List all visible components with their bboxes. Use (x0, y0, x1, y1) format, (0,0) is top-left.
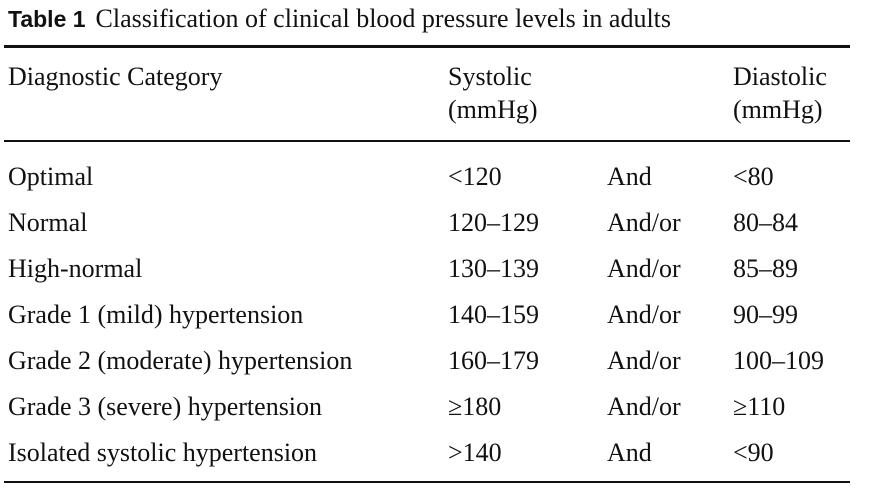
table-caption: Table 1 Classification of clinical blood … (8, 2, 671, 36)
row-connector: And/or (607, 254, 681, 283)
row-systolic: ≥180 (448, 392, 502, 421)
header-systolic-line2: (mmHg) (448, 95, 538, 124)
header-systolic-line1: Systolic (448, 62, 532, 91)
row-connector: And (607, 438, 652, 467)
header-diastolic-line2: (mmHg) (733, 95, 823, 124)
table-caption-label: Table 1 (8, 6, 86, 32)
row-diastolic: <80 (733, 162, 774, 191)
row-systolic: 120–129 (448, 208, 539, 237)
header-rule (4, 140, 850, 142)
row-connector: And/or (607, 300, 681, 329)
row-systolic: 160–179 (448, 346, 539, 375)
row-category: Optimal (8, 162, 94, 191)
row-systolic: 140–159 (448, 300, 539, 329)
row-connector: And/or (607, 346, 681, 375)
header-diastolic-line1: Diastolic (733, 62, 827, 91)
row-connector: And/or (607, 392, 681, 421)
row-diastolic: 100–109 (733, 346, 824, 375)
row-category: Normal (8, 208, 88, 237)
row-connector: And/or (607, 208, 681, 237)
row-category: Grade 3 (severe) hypertension (8, 392, 323, 421)
row-connector: And (607, 162, 652, 191)
row-category: Isolated systolic hypertension (8, 438, 318, 467)
header-category: Diagnostic Category (8, 62, 223, 91)
row-systolic: 130–139 (448, 254, 539, 283)
row-diastolic: 80–84 (733, 208, 798, 237)
row-diastolic: ≥110 (733, 392, 786, 421)
row-category: Grade 1 (mild) hypertension (8, 300, 304, 329)
top-rule (4, 45, 850, 48)
bottom-rule (4, 481, 850, 483)
row-systolic: <120 (448, 162, 502, 191)
row-category: Grade 2 (moderate) hypertension (8, 346, 353, 375)
row-systolic: >140 (448, 438, 502, 467)
row-diastolic: 85–89 (733, 254, 798, 283)
row-diastolic: 90–99 (733, 300, 798, 329)
row-category: High-normal (8, 254, 143, 283)
row-diastolic: <90 (733, 438, 774, 467)
table-caption-title: Classification of clinical blood pressur… (95, 4, 672, 33)
